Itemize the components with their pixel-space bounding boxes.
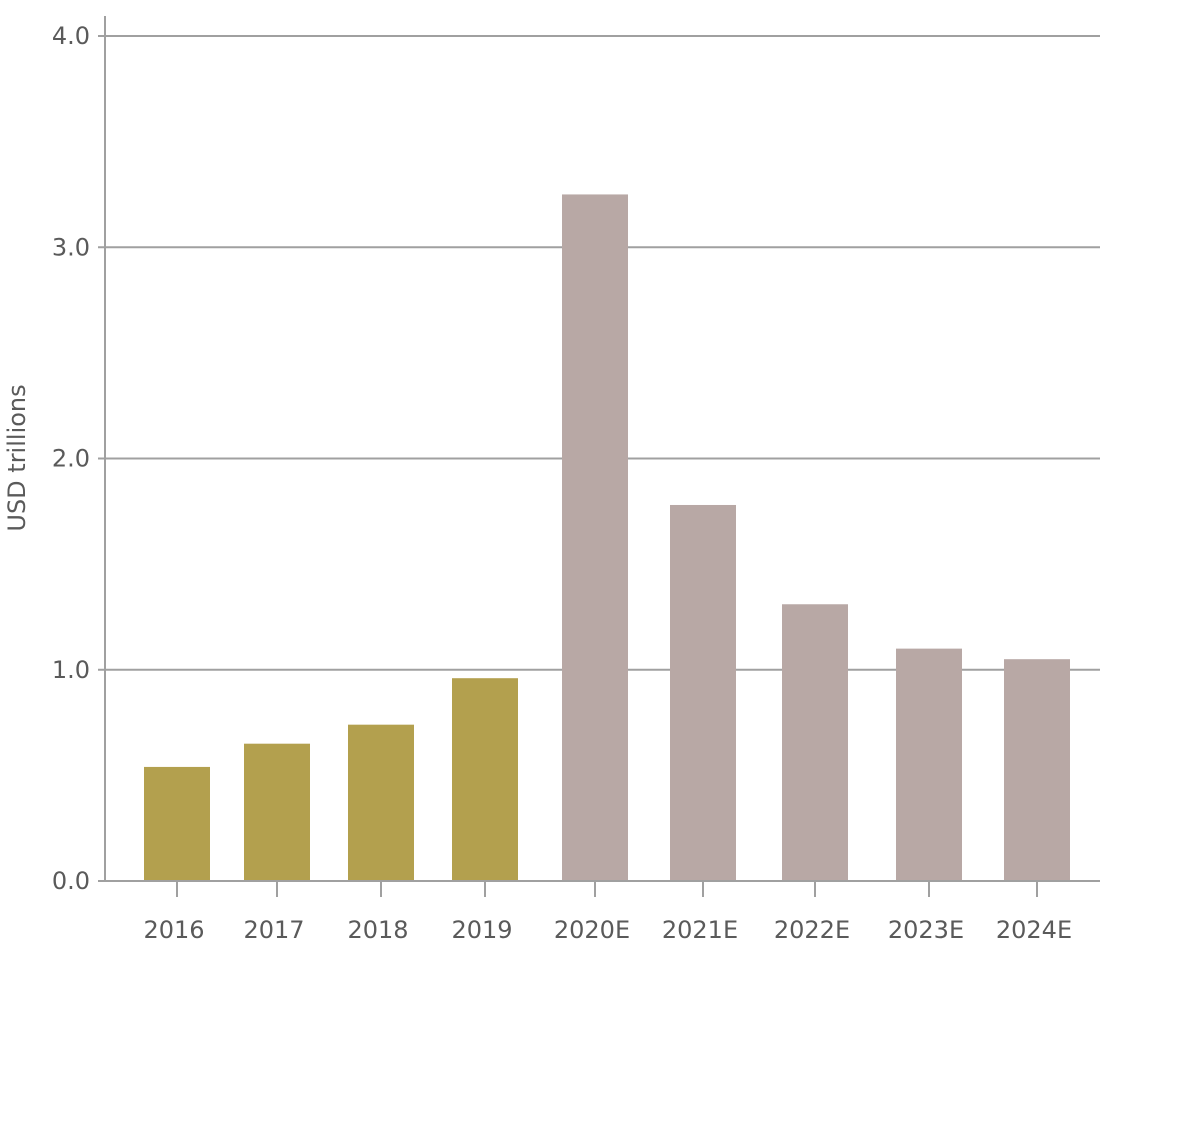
x-tick-label: 2018 [347, 916, 408, 944]
bar-2020e [562, 194, 628, 881]
x-tick-label: 2024E [996, 916, 1072, 944]
y-tick-label: 4.0 [52, 22, 90, 50]
bar-2016 [144, 766, 210, 881]
bar-2022e [782, 604, 848, 881]
x-tick-label: 2016 [143, 916, 204, 944]
y-tick-label: 2.0 [52, 445, 90, 473]
x-tick-label: 2019 [451, 916, 512, 944]
tick-labels: 0.0 1.0 2.0 3.0 4.0 2016 2017 2018 2019 2020E 2021… [52, 22, 1072, 944]
x-tick-label: 2023E [888, 916, 964, 944]
bars [144, 194, 1070, 881]
x-tick-label: 2017 [243, 916, 304, 944]
y-tick-label: 3.0 [52, 233, 90, 261]
bar-2023e [896, 648, 962, 881]
bar-2021e [670, 504, 736, 881]
bar-2017 [244, 743, 310, 881]
y-axis-title: USD trillions [3, 384, 31, 531]
x-tick-label: 2021E [662, 916, 738, 944]
bar-2019 [452, 678, 518, 881]
y-tick-label: 1.0 [52, 656, 90, 684]
y-tick-label: 0.0 [52, 867, 90, 895]
bar-2024e [1004, 659, 1070, 881]
x-tick-label: 2020E [554, 916, 630, 944]
axes [98, 16, 1100, 897]
bar-2018 [348, 724, 414, 881]
x-tick-label: 2022E [774, 916, 850, 944]
